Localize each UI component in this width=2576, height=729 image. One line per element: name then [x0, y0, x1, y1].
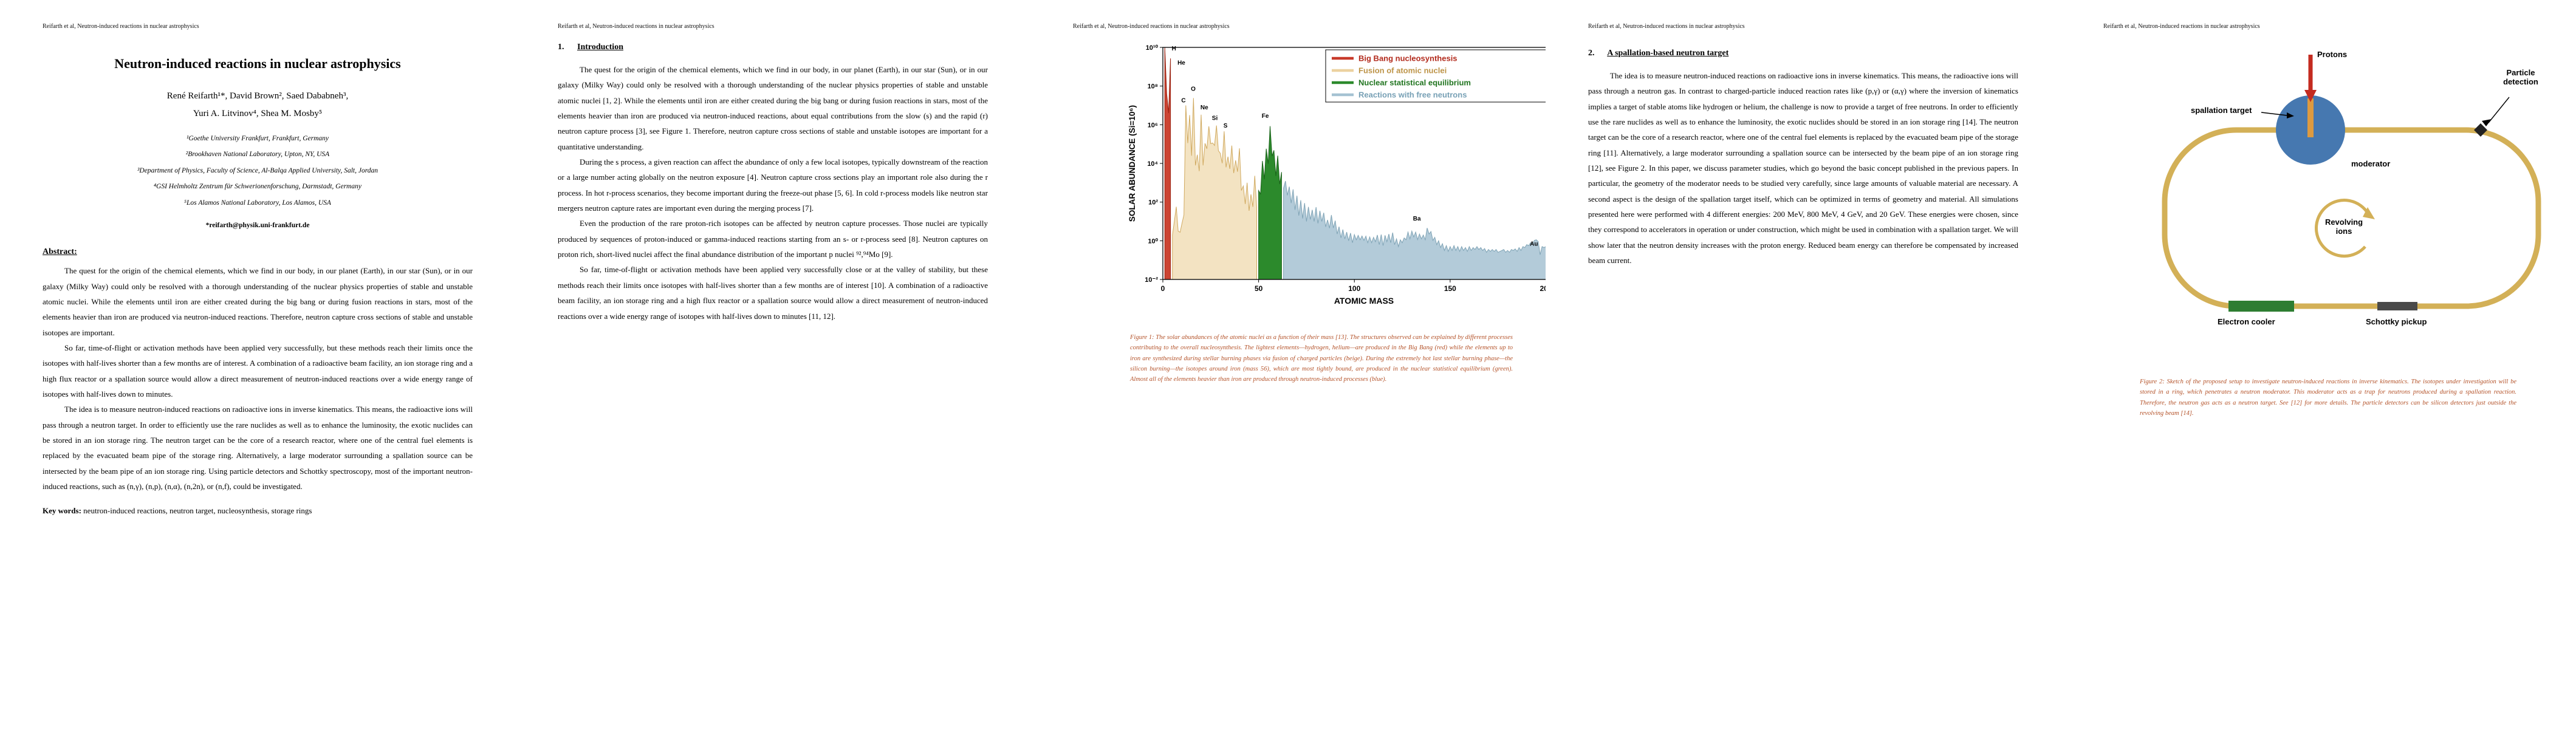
page-5: Reifarth et al, Neutron-induced reaction…	[2061, 0, 2576, 729]
legend-label: Fusion of atomic nuclei	[1358, 66, 1447, 75]
paragraph: So far, time-of-flight or activation met…	[558, 265, 988, 321]
figure2-caption: Figure 2: Sketch of the proposed setup t…	[2140, 378, 2516, 417]
author-list: René Reifarth¹*, David Brown², Saed Daba…	[43, 87, 473, 122]
section-number: 1.	[558, 43, 564, 52]
revolving-ions-arrow	[2315, 199, 2370, 258]
element-label-Si: Si	[1212, 115, 1218, 122]
figure1-caption: Figure 1: The solar abundances of the at…	[1130, 334, 1513, 383]
paragraph: The idea is to measure neutron-induced r…	[1588, 71, 2018, 265]
detection-pointer	[2488, 97, 2510, 123]
spallation-target-slab	[2307, 98, 2314, 137]
moderator-label: moderator	[2351, 159, 2391, 168]
electron-cooler-label: Electron cooler	[2218, 317, 2275, 326]
abstract-paragraph: The quest for the origin of the chemical…	[43, 266, 473, 337]
y-tick-label: 10¹⁰	[1146, 44, 1159, 52]
protons-label: Protons	[2317, 50, 2348, 59]
keywords-label: Key words:	[43, 506, 81, 516]
y-tick-label: 10⁸	[1148, 83, 1158, 91]
solar-abundance-chart: 05010015020010¹⁰10⁸10⁶10⁴10²10⁰10⁻²ATOMI…	[1128, 44, 1566, 306]
element-label-O: O	[1191, 86, 1196, 93]
running-header: Reifarth et al, Neutron-induced reaction…	[1588, 23, 1745, 30]
keywords-text: neutron-induced reactions, neutron targe…	[83, 506, 312, 516]
abstract-heading: Abstract:	[43, 247, 77, 257]
proton-arrowhead-icon	[2304, 90, 2317, 102]
affiliation: ⁴GSI Helmholtz Zentrum für Schwerionenfo…	[154, 183, 361, 191]
revolving-arrowhead-icon	[2363, 207, 2375, 219]
spallation-target-label: spallation target	[2191, 106, 2252, 115]
y-axis-label: SOLAR ABUNDANCE (Si=10⁶)	[1128, 105, 1137, 222]
page-3: Reifarth et al, Neutron-induced reaction…	[1030, 0, 1566, 729]
element-label-Ba: Ba	[1413, 216, 1421, 222]
section-1-heading: 1. Introduction	[558, 43, 988, 52]
legend-label: Nuclear statistical equilibrium	[1358, 78, 1471, 87]
y-tick-label: 10⁰	[1148, 238, 1158, 245]
revolving-ions-label: Revolving ions	[2324, 217, 2363, 236]
paragraph: The quest for the origin of the chemical…	[558, 65, 988, 151]
x-tick-label: 100	[1348, 284, 1360, 293]
storage-ring	[2162, 127, 2541, 309]
particle-detection-label: Particle detection	[2503, 68, 2538, 86]
x-tick-label: 50	[1255, 284, 1263, 293]
running-header: Reifarth et al, Neutron-induced reaction…	[43, 23, 199, 30]
spallation-pointer-arrowhead-icon	[2287, 112, 2294, 118]
abstract-paragraph: The idea is to measure neutron-induced r…	[43, 405, 473, 491]
y-tick-label: 10⁴	[1147, 160, 1158, 168]
authors-line-2: Yuri A. Litvinov⁴, Shea M. Mosby⁵	[193, 108, 323, 118]
particle-detector-diamond	[2474, 123, 2487, 137]
legend-box	[1325, 49, 1563, 103]
running-header: Reifarth et al, Neutron-induced reaction…	[2103, 23, 2260, 30]
spallation-pointer	[2261, 112, 2287, 116]
element-label-C: C	[1181, 98, 1185, 104]
paper-title: Neutron-induced reactions in nuclear ast…	[114, 56, 401, 71]
section-title: Introduction	[577, 43, 623, 52]
element-label-Fe: Fe	[1262, 113, 1269, 120]
element-label-S: S	[1224, 123, 1228, 129]
region-neutrons	[1283, 180, 1564, 280]
abstract-paragraph: So far, time-of-flight or activation met…	[43, 343, 473, 399]
section-2-heading: 2. A spallation-based neutron target	[1588, 49, 2018, 58]
element-label-H: H	[1172, 46, 1176, 52]
running-header: Reifarth et al, Neutron-induced reaction…	[1073, 23, 1230, 30]
region-fusion	[1172, 98, 1257, 280]
authors-line-1: René Reifarth¹*, David Brown², Saed Daba…	[166, 91, 349, 101]
y-tick-label: 10⁶	[1148, 122, 1158, 129]
paragraph: During the s process, a given reaction c…	[558, 157, 988, 213]
element-label-Ne: Ne	[1201, 104, 1208, 111]
affiliation: ⁵Los Alamos National Laboratory, Los Ala…	[184, 199, 331, 207]
page-1: Reifarth et al, Neutron-induced reaction…	[0, 0, 515, 729]
figure2: Protons spallation target Particle detec…	[2137, 39, 2563, 350]
x-tick-label: 0	[1161, 284, 1165, 293]
affiliation: ³Department of Physics, Faculty of Scien…	[137, 166, 379, 174]
y-tick-label: 10⁻²	[1145, 276, 1158, 284]
legend-label: Big Bang nucleosynthesis	[1358, 54, 1458, 63]
affiliations: ¹Goethe University Frankfurt, Frankfurt,…	[43, 131, 473, 211]
keywords-line: Key words: neutron-induced reactions, ne…	[43, 504, 473, 519]
affiliation: ¹Goethe University Frankfurt, Frankfurt,…	[186, 135, 329, 142]
region-nse	[1258, 126, 1282, 280]
corresponding-email: *reifarth@physik.uni-frankfurt.de	[205, 222, 310, 230]
legend-label: Reactions with free neutrons	[1358, 91, 1467, 100]
region-bigbang	[1164, 47, 1171, 280]
affiliation: ²Brookhaven National Laboratory, Upton, …	[185, 151, 330, 159]
paragraph: Even the production of the rare proton-r…	[558, 219, 988, 259]
schottky-pickup-box	[2377, 302, 2417, 310]
x-axis-label: ATOMIC MASS	[1334, 296, 1394, 306]
page-4: Reifarth et al, Neutron-induced reaction…	[1546, 0, 2061, 729]
y-tick-label: 10²	[1148, 199, 1158, 207]
detection-pointer-arrowhead-icon	[2482, 119, 2492, 126]
section-title: A spallation-based neutron target	[1607, 49, 1729, 58]
x-tick-label: 150	[1444, 284, 1456, 293]
element-label-Au: Au	[1530, 241, 1538, 247]
electron-cooler-box	[2228, 301, 2294, 312]
schottky-pickup-label: Schottky pickup	[2366, 317, 2427, 326]
page-2: Reifarth et al, Neutron-induced reaction…	[515, 0, 1030, 729]
running-header: Reifarth et al, Neutron-induced reaction…	[558, 23, 714, 30]
figure1: 05010015020010¹⁰10⁸10⁶10⁴10²10⁰10⁻²ATOMI…	[1125, 39, 1566, 314]
section-number: 2.	[1588, 49, 1595, 58]
setup-sketch	[2162, 55, 2541, 312]
element-label-He: He	[1177, 60, 1185, 67]
